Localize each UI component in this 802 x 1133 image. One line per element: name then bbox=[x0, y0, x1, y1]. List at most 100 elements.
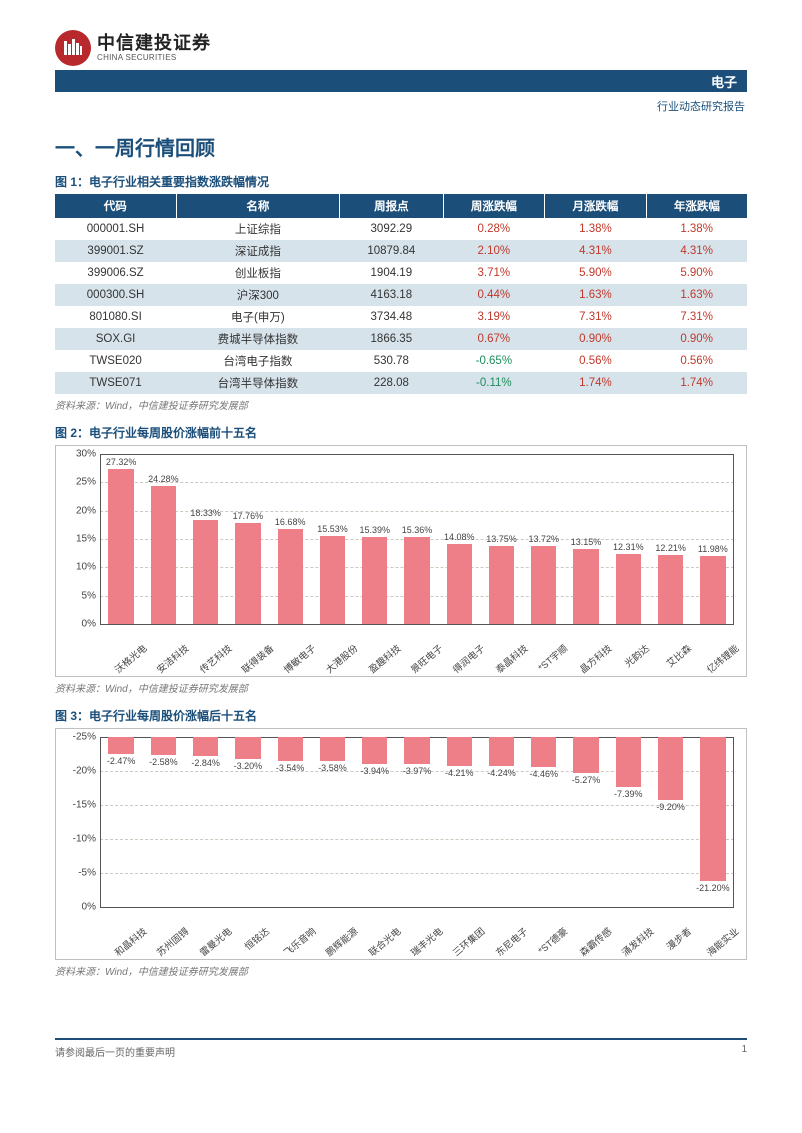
y-axis-label: 15% bbox=[64, 534, 96, 545]
bar: 15.39% bbox=[354, 454, 396, 624]
table-cell: 1.74% bbox=[646, 372, 747, 394]
y-axis-label: 25% bbox=[64, 477, 96, 488]
bar-rect bbox=[362, 737, 387, 764]
table-cell: 5.90% bbox=[646, 262, 747, 284]
table-cell: 1.63% bbox=[646, 284, 747, 306]
bar-rect bbox=[320, 536, 345, 624]
table-cell: 3.71% bbox=[443, 262, 545, 284]
bar-rect bbox=[193, 737, 218, 756]
bar-rect bbox=[489, 546, 514, 624]
table-cell: -0.65% bbox=[443, 350, 545, 372]
table-header: 周涨跌幅 bbox=[443, 194, 545, 218]
bar-rect bbox=[489, 737, 514, 766]
bar: 15.53% bbox=[311, 454, 353, 624]
bar-value-label: -5.27% bbox=[572, 775, 601, 785]
table-cell: 电子(申万) bbox=[176, 306, 340, 328]
bar: -7.39% bbox=[607, 737, 649, 907]
table-cell: 10879.84 bbox=[340, 240, 443, 262]
table-row: 399001.SZ深证成指10879.842.10%4.31%4.31% bbox=[55, 240, 747, 262]
table-row: 801080.SI电子(申万)3734.483.19%7.31%7.31% bbox=[55, 306, 747, 328]
table-header: 年涨跌幅 bbox=[646, 194, 747, 218]
bar: -3.20% bbox=[227, 737, 269, 907]
bar-value-label: -3.58% bbox=[318, 763, 347, 773]
bar-rect bbox=[278, 737, 303, 761]
bars-group: 27.32%24.28%18.33%17.76%16.68%15.53%15.3… bbox=[100, 454, 734, 624]
table-cell: 0.90% bbox=[545, 328, 647, 350]
bar-rect bbox=[573, 549, 598, 624]
category-label: 森霸传感 bbox=[565, 911, 607, 957]
table-cell: TWSE020 bbox=[55, 350, 176, 372]
fig3-chart: -25%-20%-15%-10%-5%0%-2.47%-2.58%-2.84%-… bbox=[55, 728, 747, 960]
bar: 24.28% bbox=[142, 454, 184, 624]
bar-rect bbox=[404, 537, 429, 624]
bar: 13.15% bbox=[565, 454, 607, 624]
bar-rect bbox=[151, 737, 176, 755]
y-axis-label: -20% bbox=[64, 766, 96, 777]
table-cell: SOX.GI bbox=[55, 328, 176, 350]
table-cell: 5.90% bbox=[545, 262, 647, 284]
fig2-title: 图 2：电子行业每周股价涨幅前十五名 bbox=[55, 424, 747, 441]
bar-value-label: -3.20% bbox=[234, 761, 263, 771]
table-header: 代码 bbox=[55, 194, 176, 218]
bar: 15.36% bbox=[396, 454, 438, 624]
bar-value-label: -2.84% bbox=[191, 758, 220, 768]
table-cell: 801080.SI bbox=[55, 306, 176, 328]
bar-rect bbox=[616, 737, 641, 787]
bar: 18.33% bbox=[185, 454, 227, 624]
sector-bar: 电子 bbox=[55, 70, 747, 92]
table-cell: 3.19% bbox=[443, 306, 545, 328]
table-cell: 0.67% bbox=[443, 328, 545, 350]
y-axis-label: 30% bbox=[64, 449, 96, 460]
table-cell: 费城半导体指数 bbox=[176, 328, 340, 350]
table-cell: 000001.SH bbox=[55, 218, 176, 240]
fig2-source: 资料来源：Wind，中信建投证券研究发展部 bbox=[55, 680, 747, 695]
table-header-row: 代码名称周报点周涨跌幅月涨跌幅年涨跌幅 bbox=[55, 194, 747, 218]
table-cell: 2.10% bbox=[443, 240, 545, 262]
bar: 13.72% bbox=[523, 454, 565, 624]
table-cell: -0.11% bbox=[443, 372, 545, 394]
y-axis-label: -10% bbox=[64, 834, 96, 845]
bar-rect bbox=[320, 737, 345, 761]
bar-value-label: 11.98% bbox=[698, 544, 728, 554]
bar-value-label: -4.46% bbox=[530, 769, 559, 779]
bar: -2.58% bbox=[142, 737, 184, 907]
table-cell: 4.31% bbox=[545, 240, 647, 262]
table-cell: 3734.48 bbox=[340, 306, 443, 328]
bar-rect bbox=[658, 737, 683, 800]
table-header: 名称 bbox=[176, 194, 340, 218]
table-row: 000300.SH沪深3004163.180.44%1.63%1.63% bbox=[55, 284, 747, 306]
bar-value-label: 15.36% bbox=[402, 525, 433, 535]
bar-rect bbox=[151, 486, 176, 624]
y-axis-label: 0% bbox=[64, 619, 96, 630]
table-cell: 1904.19 bbox=[340, 262, 443, 284]
fig2-chart: 0%5%10%15%20%25%30%27.32%24.28%18.33%17.… bbox=[55, 445, 747, 677]
bar-rect bbox=[362, 537, 387, 624]
bar-value-label: -3.94% bbox=[360, 766, 389, 776]
table-header: 月涨跌幅 bbox=[545, 194, 647, 218]
fig3-source: 资料来源：Wind，中信建投证券研究发展部 bbox=[55, 963, 747, 978]
table-cell: 399006.SZ bbox=[55, 262, 176, 284]
bar-value-label: 13.15% bbox=[571, 537, 602, 547]
y-axis-label: 5% bbox=[64, 590, 96, 601]
table-cell: 上证综指 bbox=[176, 218, 340, 240]
table-cell: 7.31% bbox=[646, 306, 747, 328]
bar-value-label: 12.21% bbox=[655, 543, 686, 553]
fig1-source: 资料来源：Wind，中信建投证券研究发展部 bbox=[55, 397, 747, 412]
bar: -3.97% bbox=[396, 737, 438, 907]
bar-value-label: -4.21% bbox=[445, 768, 474, 778]
category-label: 晶方科技 bbox=[565, 628, 607, 674]
bar-value-label: 27.32% bbox=[106, 457, 137, 467]
bar-rect bbox=[658, 555, 683, 624]
table-header: 周报点 bbox=[340, 194, 443, 218]
y-axis-label: -5% bbox=[64, 868, 96, 879]
table-cell: 4163.18 bbox=[340, 284, 443, 306]
brand-logo: 中信建投证券 CHINA SECURITIES bbox=[55, 30, 211, 66]
header: 中信建投证券 CHINA SECURITIES bbox=[55, 30, 747, 66]
bar: 12.21% bbox=[649, 454, 691, 624]
table-cell: 4.31% bbox=[646, 240, 747, 262]
bar-rect bbox=[573, 737, 598, 773]
table-cell: 1866.35 bbox=[340, 328, 443, 350]
bar-value-label: 13.72% bbox=[529, 534, 560, 544]
table-cell: 0.56% bbox=[646, 350, 747, 372]
bar-rect bbox=[447, 544, 472, 624]
